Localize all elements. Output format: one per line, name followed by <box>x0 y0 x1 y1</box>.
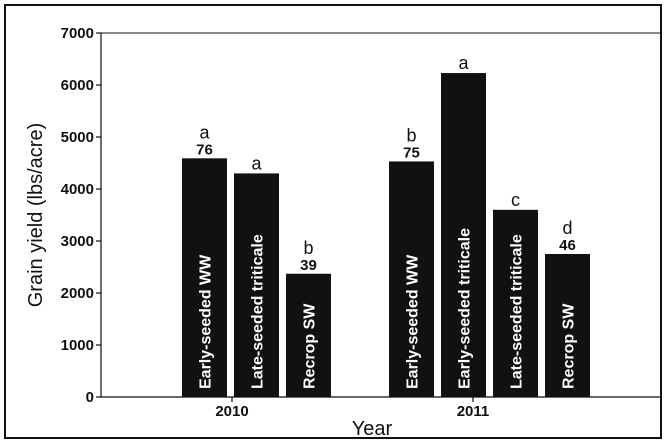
bar-name-label: Early-seeded triticale <box>457 228 474 389</box>
bar-name-label: Late-seeded triticale <box>509 234 526 389</box>
bar <box>493 209 538 397</box>
x-tick-label: 2011 <box>457 403 490 420</box>
y-tick-label: 2000 <box>61 285 94 302</box>
y-tick-label: 6000 <box>61 77 94 94</box>
y-tick-label: 1000 <box>61 337 94 354</box>
bar <box>545 254 590 397</box>
significance-letter: b <box>406 125 416 145</box>
bar-name-label: Recrop SW <box>561 303 578 389</box>
bar <box>234 173 279 397</box>
bar-name-label: Early-seeded WW <box>405 254 422 389</box>
significance-letter: d <box>562 218 572 238</box>
bar-value-label: 39 <box>300 257 317 274</box>
significance-letter: b <box>303 238 313 258</box>
significance-letter: c <box>511 190 520 210</box>
bar-name-label: Late-seeded triticale <box>250 234 267 389</box>
grain-yield-chart: 0 1000 2000 3000 4000 5000 6000 7000 Early-seede… <box>25 25 660 440</box>
bar <box>182 158 227 397</box>
bar-value-label: 76 <box>196 141 213 158</box>
bar-name-label: Recrop SW <box>302 303 319 389</box>
y-axis-label: Grain yield (lbs/acre) <box>25 123 47 308</box>
y-tick-label: 7000 <box>61 25 94 42</box>
significance-letter: a <box>251 153 262 173</box>
bar <box>286 273 331 397</box>
plot-area: 0 1000 2000 3000 4000 5000 6000 7000 Early-seede… <box>61 25 660 420</box>
bar <box>389 161 434 397</box>
significance-letter: a <box>199 122 210 142</box>
significance-letter: a <box>458 53 469 73</box>
y-tick-label: 0 <box>86 389 94 406</box>
bar-value-label: 75 <box>403 144 420 161</box>
chart-frame: 0 1000 2000 3000 4000 5000 6000 7000 Early-seede… <box>4 4 662 440</box>
x-axis-label: Year <box>352 418 393 437</box>
bar-value-label: 46 <box>559 237 576 254</box>
y-tick-label: 4000 <box>61 181 94 198</box>
x-tick-label: 2010 <box>215 403 248 420</box>
y-tick-label: 5000 <box>61 129 94 146</box>
bar <box>441 73 486 397</box>
bar-name-label: Early-seeded WW <box>198 254 215 389</box>
y-tick-label: 3000 <box>61 233 94 250</box>
